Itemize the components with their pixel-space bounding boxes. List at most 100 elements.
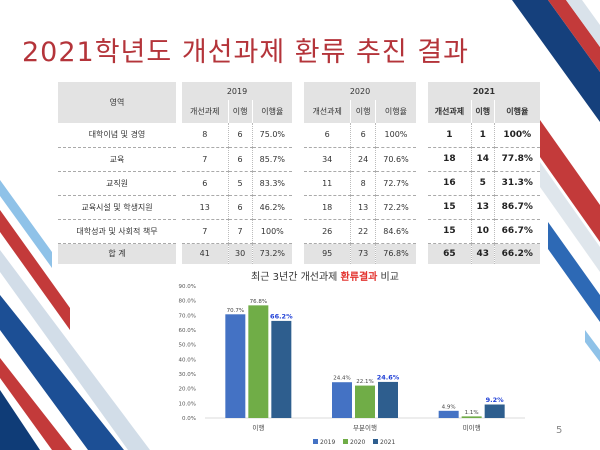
legend-swatch xyxy=(343,439,348,444)
table-2019: 2019 개선과제 이행 이행율 8 6 75.0% 7 6 85.7% 6 5 83.3%… xyxy=(182,82,292,264)
bar-2019 xyxy=(332,382,352,418)
chart-title-prefix: 최근 3년간 개선과제 xyxy=(251,272,341,283)
bar-2019 xyxy=(225,314,246,418)
table-cell: 6 xyxy=(227,147,253,172)
area-cell: 대학이념 및 경영 xyxy=(58,123,176,148)
table-cell: 72.2% xyxy=(374,195,416,220)
bar-2019 xyxy=(438,410,459,418)
sub-header: 이행 xyxy=(470,100,495,123)
table-cell: 22 xyxy=(350,219,376,244)
x-tick-label: 미이행 xyxy=(463,423,481,432)
area-cell: 교육 xyxy=(58,147,176,172)
table-cell: 6 xyxy=(227,195,253,220)
area-cell: 교육시설 및 학생지원 xyxy=(58,195,176,220)
table-cell: 100% xyxy=(251,219,292,244)
data-label: 1.1% xyxy=(465,410,479,416)
table-cell: 7 xyxy=(182,147,228,172)
chart-title-suffix: 비교 xyxy=(377,272,399,283)
deco-stripe xyxy=(540,162,600,272)
bar-2020 xyxy=(461,416,482,418)
data-label: 9.2% xyxy=(486,396,505,404)
data-label: 70.7% xyxy=(227,308,244,314)
deco-stripe xyxy=(0,250,150,450)
x-tick-label: 이행 xyxy=(252,423,264,432)
page-number: 5 xyxy=(556,425,563,436)
table-cell: 13 xyxy=(182,195,228,220)
table-cell: 100% xyxy=(374,123,416,148)
total-cell: 76.8% xyxy=(374,243,416,264)
table-cell: 16 xyxy=(428,171,472,196)
table-cell: 100% xyxy=(493,123,540,148)
legend-label: 2020 xyxy=(350,439,365,446)
deco-stripe xyxy=(548,222,600,322)
table-cell: 1 xyxy=(428,123,472,148)
sub-header: 이행 xyxy=(227,100,253,123)
legend-swatch xyxy=(373,439,378,444)
x-tick-label: 부분이행 xyxy=(353,423,377,432)
y-tick-label: 30.0% xyxy=(179,372,196,378)
total-cell: 41 xyxy=(182,243,228,264)
table-cell: 6 xyxy=(227,123,253,148)
sub-header: 이행율 xyxy=(251,100,292,123)
table-cell: 11 xyxy=(304,171,351,196)
total-area-cell: 합 계 xyxy=(58,243,176,264)
table-cell: 8 xyxy=(182,123,228,148)
bar-2021 xyxy=(378,381,398,418)
sub-header: 이행 xyxy=(350,100,376,123)
deco-stripe xyxy=(548,0,600,72)
year-header: 2020 xyxy=(304,82,416,100)
y-tick-label: 60.0% xyxy=(179,328,196,334)
sub-header: 이행율 xyxy=(374,100,416,123)
bar-2020 xyxy=(248,305,269,418)
data-label: 22.1% xyxy=(356,379,373,385)
total-cell: 73 xyxy=(350,243,376,264)
slide-title: 2021학년도 개선과제 환류 추진 결과 xyxy=(22,37,469,68)
area-cell: 대학성과 및 사회적 책무 xyxy=(58,219,176,244)
data-label: 66.2% xyxy=(270,312,293,320)
data-label: 24.4% xyxy=(333,376,350,382)
total-cell: 95 xyxy=(304,243,351,264)
bar-2021 xyxy=(484,404,505,418)
table-cell: 18 xyxy=(428,147,472,172)
table-cell: 83.3% xyxy=(251,171,292,196)
table-cell: 7 xyxy=(182,219,228,244)
y-tick-label: 10.0% xyxy=(179,401,196,407)
table-cell: 6 xyxy=(304,123,351,148)
chart-title-highlight: 환류결과 xyxy=(340,272,378,283)
table-cell: 6 xyxy=(350,123,376,148)
total-cell: 65 xyxy=(428,243,472,264)
sub-header: 개선과제 xyxy=(182,100,228,123)
table-cell: 66.7% xyxy=(493,219,540,244)
y-tick-label: 40.0% xyxy=(179,357,196,363)
table-cell: 31.3% xyxy=(493,171,540,196)
table-cell: 8 xyxy=(350,171,376,196)
table-cell: 34 xyxy=(304,147,351,172)
table-cell: 75.0% xyxy=(251,123,292,148)
deco-stripe xyxy=(566,0,600,47)
deco-stripe xyxy=(585,330,600,362)
deco-stripe xyxy=(0,358,72,450)
total-cell: 66.2% xyxy=(493,243,540,264)
y-tick-label: 70.0% xyxy=(179,313,196,319)
table-cell: 10 xyxy=(470,219,495,244)
table-2021: 2021 개선과제 이행 이행율 1 1 100% 18 14 77.8% 16 5 31.… xyxy=(428,82,540,264)
table-2020: 2020 개선과제 이행 이행율 6 6 100% 34 24 70.6% 11 8 72.… xyxy=(304,82,416,264)
table-cell: 84.6% xyxy=(374,219,416,244)
y-tick-label: 0.0% xyxy=(182,416,196,422)
total-cell: 30 xyxy=(227,243,253,264)
deco-stripe xyxy=(0,295,124,450)
year-header: 2021 xyxy=(428,82,540,100)
table-cell: 86.7% xyxy=(493,195,540,220)
year-header: 2019 xyxy=(182,82,292,100)
table-cell: 70.6% xyxy=(374,147,416,172)
legend-label: 2021 xyxy=(380,439,395,446)
chart-title: 최근 3년간 개선과제 환류결과 비교 xyxy=(150,268,500,283)
data-label: 24.6% xyxy=(377,373,400,381)
data-label: 4.9% xyxy=(442,404,456,410)
total-cell: 43 xyxy=(470,243,495,264)
y-tick-label: 90.0% xyxy=(179,284,196,290)
deco-stripe xyxy=(0,180,52,268)
table-cell: 15 xyxy=(428,219,472,244)
table-cell: 26 xyxy=(304,219,351,244)
